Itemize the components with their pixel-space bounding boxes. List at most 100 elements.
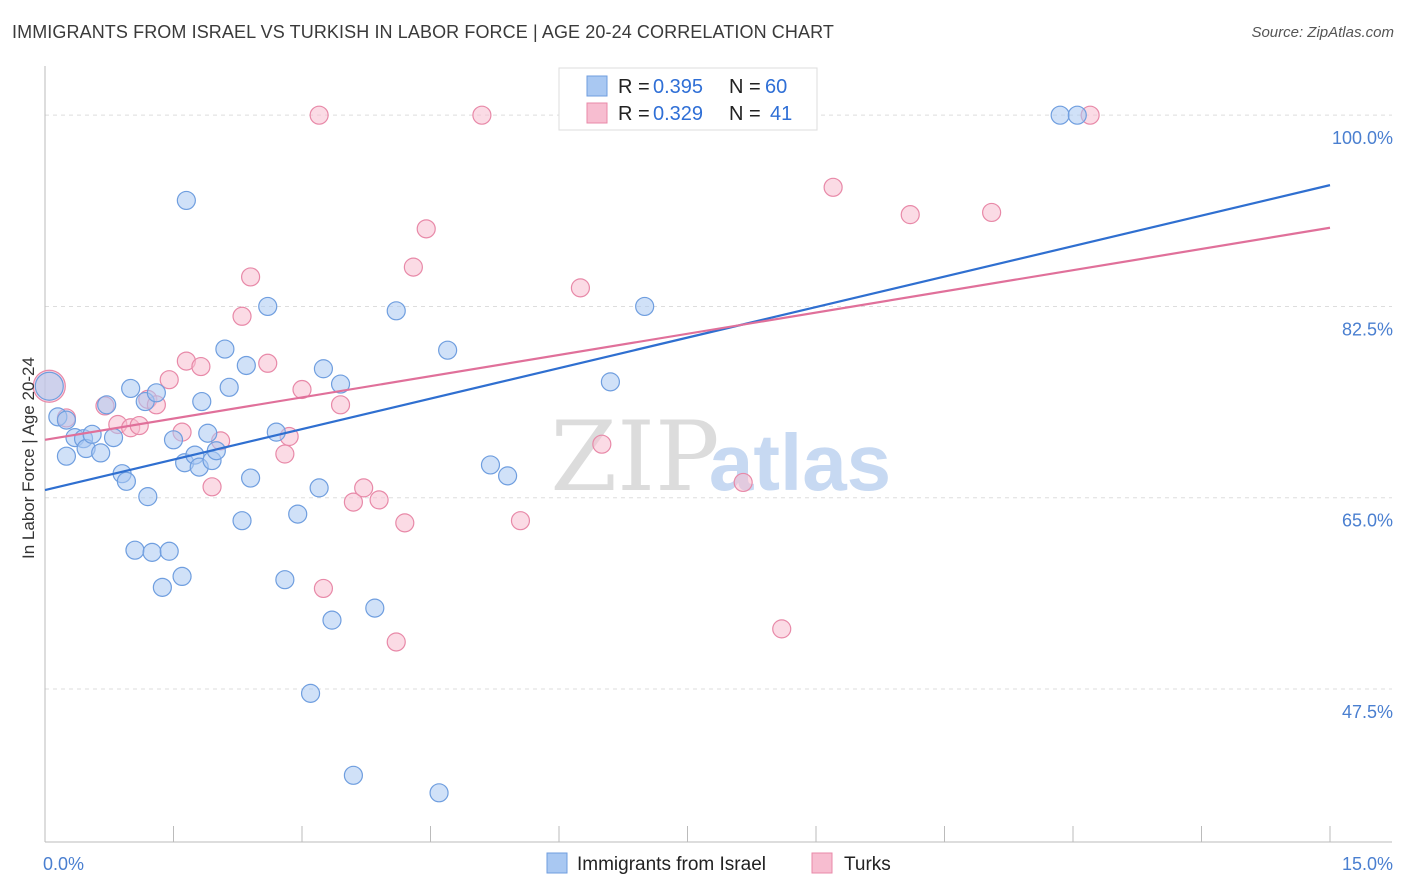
israel-point-22	[172, 566, 192, 587]
legend-n-value-turks: 41	[770, 103, 792, 125]
israel-point-21	[163, 430, 184, 450]
israel-point-13	[121, 378, 141, 399]
turks-point-17	[275, 444, 295, 464]
legend-n-label-turks: N =	[729, 103, 761, 125]
israel-point-31	[215, 339, 235, 359]
israel-point-48	[429, 783, 449, 803]
turks-point-38	[982, 202, 1002, 223]
turks-point-27	[395, 513, 415, 533]
israel-point-27	[192, 391, 212, 412]
legend-n-value-israel: 60	[765, 76, 787, 98]
israel-point-32	[219, 377, 239, 397]
israel-point-36	[258, 296, 278, 317]
chart-title: IMMIGRANTS FROM ISRAEL VS TURKISH IN LAB…	[12, 22, 834, 42]
israel-point-51	[498, 466, 518, 486]
turks-point-31	[510, 511, 531, 531]
axes	[44, 66, 1392, 843]
israel-point-10	[103, 428, 124, 448]
israel-point-18	[146, 383, 166, 403]
israel-point-0	[34, 371, 64, 401]
legend-n-label-israel: N =	[729, 76, 761, 98]
israel-point-37	[266, 422, 286, 442]
legend-r-value-israel: 0.395	[653, 76, 703, 98]
israel-point-52	[600, 372, 621, 392]
israel-point-7	[82, 424, 102, 444]
turks-point-21	[313, 578, 334, 599]
watermark-atlas: atlas	[709, 418, 891, 507]
turks-point-30	[472, 105, 492, 125]
turks-point-8	[159, 370, 179, 390]
turks-point-37	[900, 205, 920, 225]
israel-point-3	[56, 446, 77, 466]
israel-point-17	[142, 542, 162, 562]
israel-trend-line	[44, 184, 1331, 492]
legend-r-label-israel: R =	[618, 76, 650, 98]
y-tick-label-2: 82.5%	[1342, 319, 1393, 339]
watermark: ZIP atlas	[550, 401, 891, 513]
israel-point-35	[241, 468, 261, 488]
israel-point-8	[91, 443, 111, 463]
x-tick-label-0: 0.0%	[43, 854, 84, 874]
israel-point-2	[56, 410, 77, 430]
turks-point-28	[403, 257, 423, 277]
bottom-legend: Immigrants from Israel Turks	[546, 852, 891, 875]
tick-labels: 47.5% 65.0% 82.5% 100.0% 0.0% 15.0%	[43, 128, 1393, 874]
turks-point-29	[416, 219, 436, 239]
israel-point-46	[365, 598, 385, 618]
israel-point-14	[125, 540, 145, 560]
israel-point-34	[236, 355, 256, 376]
turks-point-23	[343, 492, 363, 512]
bottom-legend-swatch-israel	[546, 852, 568, 874]
turks-point-11	[191, 356, 211, 377]
turks-point-32	[570, 278, 591, 298]
legend-r-value-turks: 0.329	[653, 103, 703, 125]
israel-points	[34, 105, 1087, 803]
legend-swatch-turks	[586, 102, 608, 124]
turks-point-14	[232, 306, 252, 326]
x-tick-label-1: 15.0%	[1342, 854, 1393, 874]
y-tick-label-0: 47.5%	[1342, 702, 1393, 722]
source-label: Source: ZipAtlas.com	[1251, 24, 1394, 41]
turks-point-12	[202, 477, 222, 497]
israel-point-41	[309, 478, 329, 498]
israel-point-24	[176, 190, 196, 211]
turks-point-35	[772, 619, 792, 639]
turks-point-19	[292, 379, 312, 400]
turks-point-15	[241, 267, 261, 287]
legend-r-label-turks: R =	[618, 103, 650, 125]
israel-point-38	[275, 570, 295, 590]
turks-point-34	[733, 472, 753, 493]
legend-box: R = 0.395 N = 60 R = 0.329 N = 41	[558, 67, 818, 131]
israel-point-16	[138, 487, 158, 507]
israel-point-49	[438, 340, 458, 360]
bottom-legend-label-israel: Immigrants from Israel	[577, 854, 766, 875]
turks-trend-line	[44, 226, 1331, 441]
turks-point-25	[369, 490, 389, 510]
israel-point-40	[300, 683, 321, 703]
turks-point-33	[592, 434, 612, 454]
israel-point-9	[97, 395, 117, 415]
israel-point-20	[159, 541, 179, 561]
israel-point-56	[1067, 105, 1087, 125]
turks-points	[32, 105, 1100, 652]
trend-lines	[44, 184, 1331, 492]
turks-point-20	[309, 105, 329, 125]
israel-point-33	[232, 511, 252, 531]
bottom-legend-swatch-turks	[811, 852, 833, 874]
israel-point-19	[152, 577, 172, 597]
israel-point-39	[288, 504, 308, 524]
israel-point-45	[343, 765, 363, 785]
turks-point-26	[386, 632, 406, 652]
bottom-legend-label-turks: Turks	[844, 854, 891, 875]
israel-point-12	[116, 471, 136, 491]
israel-point-44	[330, 374, 351, 394]
israel-point-55	[1050, 105, 1070, 125]
turks-point-16	[258, 353, 278, 373]
israel-point-50	[480, 455, 501, 475]
legend-swatch-israel	[586, 75, 608, 97]
israel-point-53	[635, 296, 655, 317]
israel-point-42	[313, 359, 334, 379]
turks-point-22	[330, 395, 351, 415]
turks-point-36	[823, 177, 843, 197]
